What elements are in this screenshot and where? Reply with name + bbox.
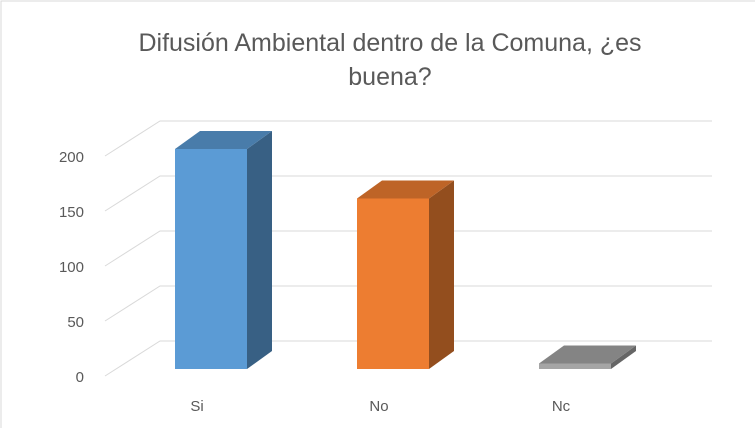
y-tick-label: 0 (76, 369, 84, 386)
bar-top (357, 180, 454, 199)
bar-side (247, 131, 272, 369)
chart-title: Difusión Ambiental dentro de la Comuna, … (138, 29, 642, 91)
grid-line (104, 340, 712, 377)
y-tick-label: 50 (67, 314, 84, 331)
grid-line (104, 175, 712, 212)
x-tick-label: Nc (552, 398, 571, 415)
bar-top (539, 345, 636, 364)
grid-line (104, 230, 712, 267)
bar-side (429, 180, 454, 369)
grid-line (104, 120, 712, 157)
y-tick-label: 200 (59, 149, 84, 166)
bar-front (175, 149, 247, 369)
bar-front (539, 363, 611, 369)
bar-top (175, 131, 272, 149)
bar-side (611, 345, 636, 369)
y-tick-label: 100 (59, 259, 84, 276)
bar (357, 180, 454, 369)
bar-front (357, 198, 429, 369)
bar (175, 131, 272, 369)
x-tick-label: No (369, 398, 388, 415)
bar (539, 345, 636, 369)
x-tick-label: Si (190, 398, 203, 415)
grid-line (104, 285, 712, 322)
y-tick-label: 150 (59, 204, 84, 221)
